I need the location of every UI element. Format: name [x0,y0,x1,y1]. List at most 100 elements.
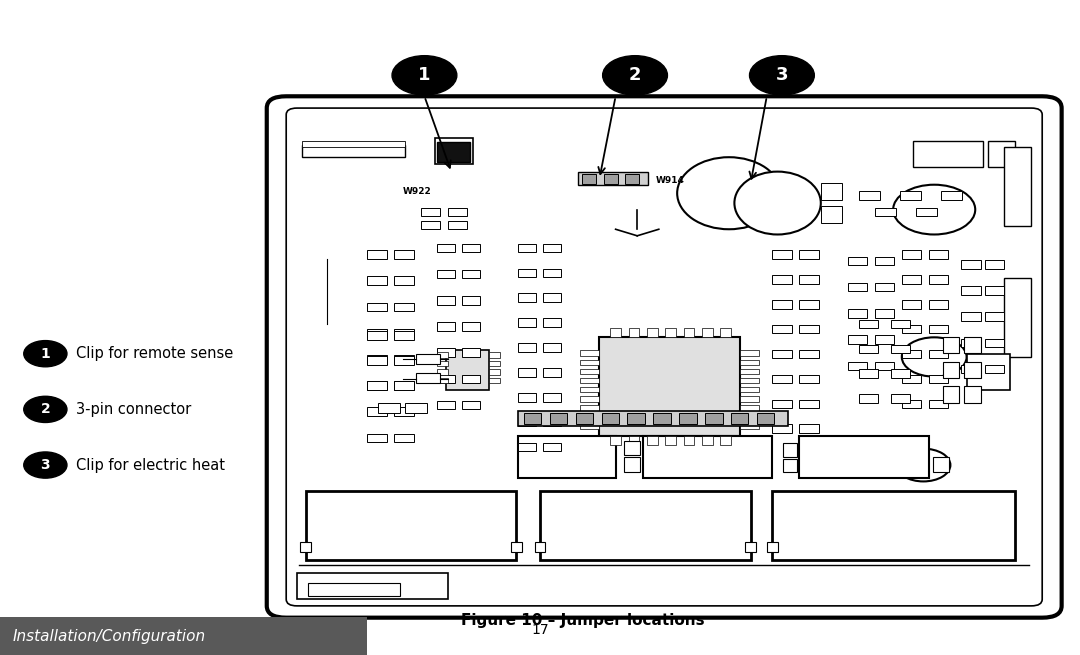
Bar [740,396,759,402]
Bar [799,250,819,259]
Bar [437,401,455,409]
Bar [625,174,639,184]
Bar [437,352,448,358]
Ellipse shape [734,172,821,234]
Bar [462,375,480,383]
Bar [604,174,618,184]
Bar [772,325,792,333]
Bar [421,208,440,216]
Bar [720,436,731,445]
Bar [985,286,1004,295]
Bar [462,348,480,357]
Bar [665,436,676,445]
Bar [518,411,788,426]
Text: 2: 2 [629,66,642,84]
Bar [394,329,414,337]
Bar [518,318,536,327]
Bar [580,378,599,383]
Bar [540,491,751,560]
Bar [518,244,536,252]
Bar [448,208,467,216]
Bar [859,394,878,403]
Bar [1004,147,1031,226]
Bar [629,328,639,337]
FancyBboxPatch shape [267,96,1062,618]
Bar [543,269,561,277]
Bar [799,424,819,433]
Bar [772,250,792,259]
Bar [462,244,480,252]
Bar [378,403,400,413]
Bar [961,365,981,373]
Bar [783,443,797,457]
Bar [518,343,536,352]
Bar [543,418,561,426]
Bar [302,145,405,157]
Bar [580,396,599,402]
Bar [875,362,894,370]
Bar [740,415,759,420]
Bar [578,172,648,185]
Bar [302,141,405,147]
Bar [799,325,819,333]
Bar [405,403,427,413]
Bar [772,275,792,284]
Text: W914: W914 [656,176,685,185]
Bar [799,400,819,408]
Bar [985,339,1004,347]
Bar [437,361,448,366]
Bar [859,320,878,328]
Bar [462,296,480,305]
Bar [705,413,723,424]
Text: Clip for electric heat: Clip for electric heat [76,458,225,472]
Bar [875,335,894,344]
Bar [437,375,455,383]
Bar [435,138,473,164]
Bar [859,191,880,200]
Bar [964,337,981,353]
Bar [437,322,455,331]
Bar [543,293,561,302]
Bar [902,300,921,309]
Bar [394,381,414,390]
Text: 3: 3 [775,66,788,84]
Bar [511,542,522,552]
Bar [772,491,1015,560]
Bar [902,325,921,333]
Bar [745,542,756,552]
Bar [437,348,455,357]
Bar [740,387,759,392]
Bar [859,345,878,353]
Bar [1004,278,1031,357]
Text: W922: W922 [403,187,432,196]
Bar [437,369,448,375]
Bar [902,375,921,383]
Bar [859,369,878,378]
Bar [783,458,797,472]
Bar [757,413,774,424]
Bar [643,436,772,478]
Bar [985,312,1004,321]
Bar [367,355,387,364]
Bar [702,328,713,337]
Bar [740,405,759,411]
Bar [902,250,921,259]
Bar [580,360,599,365]
Bar [367,276,387,285]
Bar [943,386,959,403]
Bar [961,286,981,295]
Bar [308,583,400,596]
Bar [943,337,959,353]
Bar [367,329,387,337]
Bar [799,300,819,309]
Text: 17: 17 [531,623,549,637]
Bar [446,350,489,390]
Bar [394,356,414,365]
Bar [367,434,387,442]
Bar [602,413,619,424]
Bar [448,221,467,229]
Bar [799,436,929,478]
Circle shape [24,396,67,422]
Bar [580,405,599,411]
Bar [367,356,387,365]
